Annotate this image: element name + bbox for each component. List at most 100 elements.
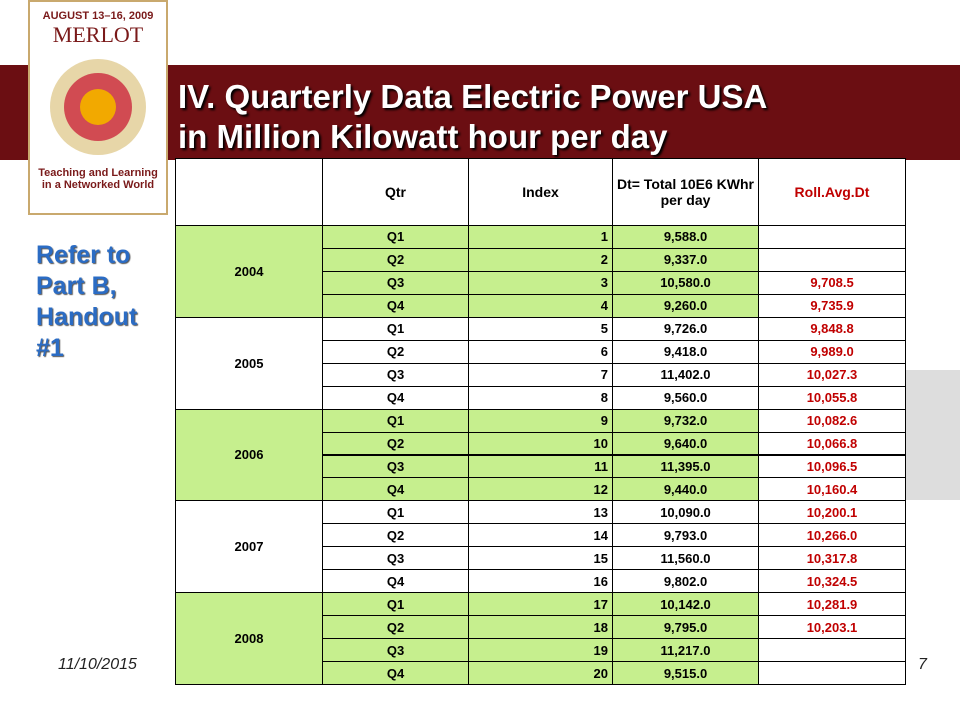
table-cell: Q3 xyxy=(322,270,469,295)
table-cell: 9,515.0 xyxy=(612,661,759,685)
table-cell: Q1 xyxy=(322,408,469,433)
logo: AUGUST 13–16, 2009 MERLOT Teaching and L… xyxy=(28,0,168,215)
table-cell: 10,090.0 xyxy=(612,500,759,525)
table-cell: 8 xyxy=(468,385,613,410)
table-cell: 1 xyxy=(468,225,613,249)
table-cell xyxy=(758,661,906,685)
date: 11/10/2015 xyxy=(58,656,137,673)
table-cell xyxy=(758,225,906,249)
column-header: Roll.Avg.Dt xyxy=(758,158,906,226)
table-cell: 11,217.0 xyxy=(612,638,759,663)
table-cell: 11,395.0 xyxy=(612,454,759,479)
table-cell: Q4 xyxy=(322,385,469,410)
note-line: Handout xyxy=(36,303,138,331)
table-cell: 9,726.0 xyxy=(612,316,759,341)
table-cell: 10,203.1 xyxy=(758,615,906,640)
table-cell: 9,337.0 xyxy=(612,247,759,272)
table-cell: 6 xyxy=(468,339,613,364)
table-cell: Q1 xyxy=(322,592,469,617)
table-cell: 10,066.8 xyxy=(758,431,906,456)
table-cell: Q4 xyxy=(322,569,469,594)
year-cell: 2005 xyxy=(175,316,323,410)
table-cell: Q4 xyxy=(322,661,469,685)
table-cell: 11,560.0 xyxy=(612,546,759,571)
table-cell: 9,802.0 xyxy=(612,569,759,594)
table-cell: Q2 xyxy=(322,247,469,272)
table-cell: 9,588.0 xyxy=(612,225,759,249)
table-cell: 9,640.0 xyxy=(612,431,759,456)
column-header: Dt= Total 10E6 KWhr per day xyxy=(612,158,759,226)
table-cell: 4 xyxy=(468,293,613,318)
logo-graphic xyxy=(50,59,146,155)
table-cell: Q2 xyxy=(322,523,469,548)
table-cell: 9,795.0 xyxy=(612,615,759,640)
table-cell: Q4 xyxy=(322,477,469,502)
table-cell: 9,735.9 xyxy=(758,293,906,318)
decoration xyxy=(905,370,960,500)
table-cell: Q1 xyxy=(322,316,469,341)
table-cell xyxy=(758,247,906,272)
table-cell: 5 xyxy=(468,316,613,341)
table-cell: Q2 xyxy=(322,339,469,364)
table-cell: Q2 xyxy=(322,615,469,640)
note: Refer to Part B, Handout #1 xyxy=(36,240,137,364)
logo-tagline: in a Networked World xyxy=(41,179,155,191)
column-header: Index xyxy=(468,158,613,226)
table-cell: 10,096.5 xyxy=(758,454,906,479)
table-cell: Q3 xyxy=(322,362,469,387)
table-cell: 16 xyxy=(468,569,613,594)
table-cell: 9,440.0 xyxy=(612,477,759,502)
note-line: Refer to xyxy=(36,241,131,269)
table-cell: 9,793.0 xyxy=(612,523,759,548)
title: IV. Quarterly Data Electric Power USA xyxy=(178,78,768,115)
table-cell: Q4 xyxy=(322,293,469,318)
table-cell: 17 xyxy=(468,592,613,617)
table-cell: 9,260.0 xyxy=(612,293,759,318)
table-cell: 10,281.9 xyxy=(758,592,906,617)
table-cell: 14 xyxy=(468,523,613,548)
table-cell: 10,142.0 xyxy=(612,592,759,617)
table-cell: 9,708.5 xyxy=(758,270,906,295)
table-cell: Q3 xyxy=(322,638,469,663)
year-cell: 2008 xyxy=(175,592,323,685)
table-cell: 9,848.8 xyxy=(758,316,906,341)
table-cell: 10,200.1 xyxy=(758,500,906,525)
year-cell: 2004 xyxy=(175,225,323,318)
table-cell: 10 xyxy=(468,431,613,456)
table-cell: 10,055.8 xyxy=(758,385,906,410)
table-cell: 3 xyxy=(468,270,613,295)
table-cell: 10,160.4 xyxy=(758,477,906,502)
page-number: 7 xyxy=(918,656,927,673)
table-cell: 15 xyxy=(468,546,613,571)
table-cell: 9,560.0 xyxy=(612,385,759,410)
table-cell xyxy=(175,158,323,226)
table-cell: 20 xyxy=(468,661,613,685)
table-cell: Q3 xyxy=(322,454,469,479)
table-cell: Q1 xyxy=(322,225,469,249)
table-cell: 18 xyxy=(468,615,613,640)
table-cell: 19 xyxy=(468,638,613,663)
table-cell: Q3 xyxy=(322,546,469,571)
year-cell: 2007 xyxy=(175,500,323,594)
table-cell: 10,317.8 xyxy=(758,546,906,571)
logo-name: MERLOT xyxy=(52,22,144,47)
table-cell: 10,266.0 xyxy=(758,523,906,548)
table-cell: 10,580.0 xyxy=(612,270,759,295)
table-cell: 9,732.0 xyxy=(612,408,759,433)
table-cell: Q2 xyxy=(322,431,469,456)
table-cell: 11,402.0 xyxy=(612,362,759,387)
table-cell: Q1 xyxy=(322,500,469,525)
table-cell: 7 xyxy=(468,362,613,387)
table-cell: 10,324.5 xyxy=(758,569,906,594)
table-cell: 12 xyxy=(468,477,613,502)
table-cell: 2 xyxy=(468,247,613,272)
logo-dates: AUGUST 13–16, 2009 xyxy=(42,10,154,22)
table-cell: 11 xyxy=(468,454,613,479)
table-cell: 9,418.0 xyxy=(612,339,759,364)
table-cell: 9,989.0 xyxy=(758,339,906,364)
table-cell: 10,027.3 xyxy=(758,362,906,387)
logo-tagline: Teaching and Learning xyxy=(38,167,158,179)
table-cell xyxy=(758,638,906,663)
table-cell: 9 xyxy=(468,408,613,433)
